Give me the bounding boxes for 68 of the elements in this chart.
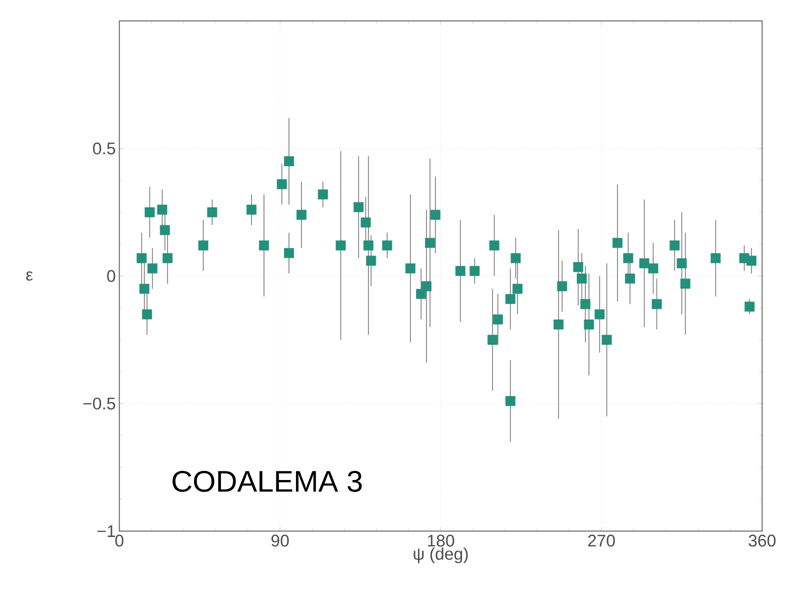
point xyxy=(554,320,564,330)
point xyxy=(639,258,650,268)
x-tick-label: 360 xyxy=(748,534,776,547)
y-tick-label: 0.5 xyxy=(93,142,116,155)
point xyxy=(354,202,364,212)
point xyxy=(680,278,690,289)
y-axis-title: ε xyxy=(26,271,33,281)
point xyxy=(489,240,500,250)
point xyxy=(284,248,294,258)
x-tick-label: 180 xyxy=(428,534,454,547)
point xyxy=(505,396,516,406)
point xyxy=(455,266,466,276)
point xyxy=(360,218,371,228)
x-tick-label: 90 xyxy=(271,534,289,547)
point xyxy=(612,238,622,248)
point xyxy=(623,253,634,264)
point xyxy=(366,256,376,266)
point xyxy=(594,309,605,320)
point xyxy=(710,253,721,264)
point xyxy=(421,281,432,292)
point xyxy=(296,210,306,220)
point xyxy=(284,156,294,166)
point xyxy=(492,314,503,324)
point xyxy=(144,207,155,218)
point xyxy=(162,253,173,264)
point xyxy=(488,334,498,345)
point xyxy=(246,204,256,215)
point xyxy=(505,294,516,304)
point xyxy=(142,309,152,320)
point xyxy=(625,274,635,284)
point xyxy=(318,189,328,200)
point xyxy=(198,240,208,250)
point xyxy=(557,281,568,292)
point xyxy=(139,284,150,294)
y-tick-label: −1 xyxy=(97,525,116,537)
point xyxy=(576,274,587,284)
point xyxy=(207,207,218,218)
point xyxy=(336,240,346,250)
point xyxy=(470,266,480,276)
y-tick-label: −0.5 xyxy=(83,398,116,410)
point xyxy=(510,253,521,264)
point xyxy=(382,240,392,250)
point xyxy=(584,320,594,330)
x-tick-label: 0 xyxy=(115,534,124,547)
annotation: CODALEMA 3 xyxy=(172,470,362,492)
point xyxy=(573,262,584,272)
point xyxy=(157,204,168,215)
point xyxy=(652,299,662,310)
point xyxy=(425,238,435,248)
x-tick-label: 270 xyxy=(588,534,615,547)
point xyxy=(744,302,755,312)
point xyxy=(676,258,687,268)
point xyxy=(160,225,170,236)
point xyxy=(648,263,658,274)
point xyxy=(405,263,416,274)
point xyxy=(363,240,374,250)
point xyxy=(670,240,680,250)
point xyxy=(147,263,158,274)
point xyxy=(746,256,756,266)
point xyxy=(512,284,522,294)
point xyxy=(580,299,590,310)
point xyxy=(136,253,147,264)
point xyxy=(430,210,440,220)
point xyxy=(258,240,269,250)
point xyxy=(602,334,612,345)
point xyxy=(276,179,287,190)
x-axis-title: ψ (deg) xyxy=(414,547,468,564)
y-tick-label: 0 xyxy=(107,270,116,282)
